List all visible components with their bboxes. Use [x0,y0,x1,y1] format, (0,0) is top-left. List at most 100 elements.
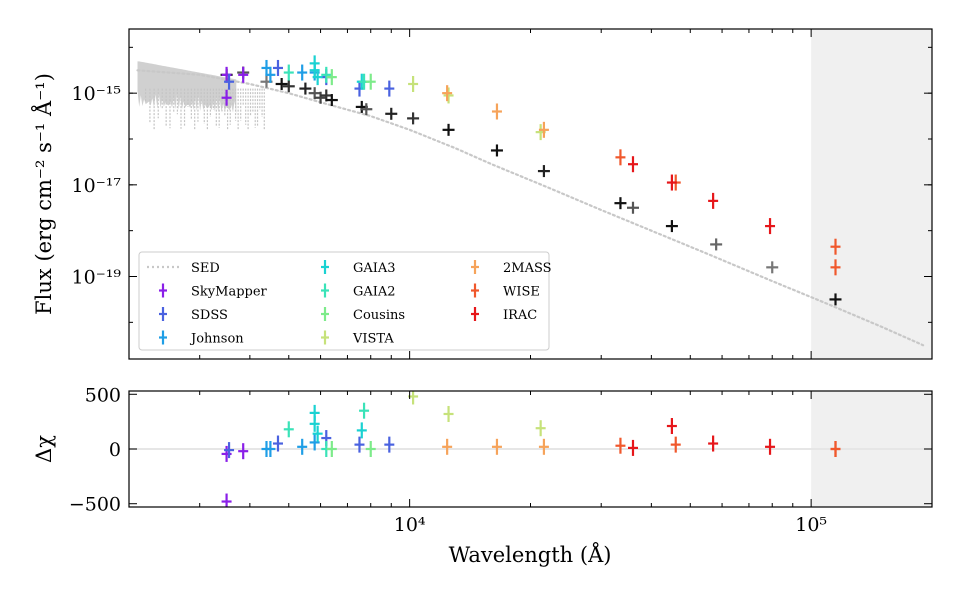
bottom-y-tick-label: 500 [85,384,121,406]
top-shaded-region [811,29,932,359]
legend-marker [321,330,329,345]
flux-point-gaia2 [321,66,332,83]
model-point [829,293,842,306]
flux-point-irac [666,174,677,191]
legend-label: GAIA2 [353,285,396,300]
flux-point-skymapper [238,66,249,83]
legend-entry-2mass: 2MASS [471,260,552,276]
model-point [614,197,627,210]
flux-point-johnson [265,66,276,83]
model-point [665,220,678,233]
legend-entry-sdss: SDSS [159,307,228,323]
legend-marker [321,283,329,298]
residual-point-sdss [384,436,395,453]
legend-label: Johnson [189,332,244,347]
residual-point-wise [830,441,841,457]
flux-point-2mass [491,103,502,120]
top-y-tick-label: 10⁻¹⁹ [72,267,122,289]
residual-point-irac [765,438,776,455]
flux-point-sdss [224,73,235,90]
residual-point-cousins [326,441,337,457]
legend-entry-wise: WISE [471,283,540,300]
residual-point-johnson [265,441,276,457]
legend: SED SkyMapper SDSS Johnson GAIA3 GAIA2 Cousins… [138,251,552,351]
residual-point-gaia2 [283,421,294,438]
flux-point-cousins [326,69,337,86]
sed-layer [136,61,925,347]
model-point [299,82,312,95]
residual-point-2mass [491,438,502,455]
residual-point-irac [708,435,719,452]
model-point [282,80,295,93]
residual-point-vista [443,405,454,422]
flux-point-cousins [365,73,376,90]
sed-curve [136,69,925,347]
residual-point-irac [666,418,677,435]
legend-marker [159,307,167,321]
residual-point-gaia3 [309,415,320,432]
legend-label: IRAC [503,308,537,323]
legend-label: 2MASS [503,261,552,276]
legend-marker [159,330,167,345]
model-point [710,238,723,251]
bottom-y-tick-label: 0 [109,439,121,461]
x-tick-label: 10⁵ [795,514,827,536]
legend-entry-johnson: Johnson [159,330,244,347]
bottom-y-tick-label: −500 [69,494,121,516]
axis-ticks: 10⁴ 10⁵ 10⁻¹⁵ 10⁻¹⁷ 10⁻¹⁹ 500 0 −500 [69,29,932,536]
legend-label: SED [191,261,220,276]
model-point [360,103,373,116]
flux-point-irac [765,218,776,235]
flux-point-wise [830,259,841,276]
flux-point-johnson [297,64,308,81]
legend-marker [471,260,479,274]
residual-point-johnson [297,438,308,455]
legend-label: SkyMapper [191,285,268,300]
residual-point-johnson [309,434,320,451]
top-y-tick-label: 10⁻¹⁵ [72,83,121,105]
model-point [275,78,288,90]
legend-entry-cousins: Cousins [321,307,405,323]
legend-marker [471,283,479,298]
flux-point-irac [627,156,638,173]
model-point [490,144,503,157]
residual-point-cousins [365,441,376,457]
flux-point-wise [830,238,841,255]
flux-point-sdss [272,59,283,76]
flux-point-sdss [384,80,395,97]
legend-label: SDSS [191,308,228,323]
residual-point-sdss [224,442,235,459]
residual-point-wise [615,437,626,454]
legend-entry-sed: SED [147,261,220,276]
legend-box [138,251,550,351]
residual-point-sdss [354,436,365,453]
residual-point-skymapper [238,443,249,460]
legend-marker [471,307,479,321]
legend-label: Cousins [353,308,405,323]
residual-point-2mass [442,438,453,455]
residual-point-2mass [538,438,549,455]
residual-point-vista [535,420,546,437]
flux-point-2mass [442,85,453,102]
flux-point-wise [615,149,626,166]
model-point [766,261,779,274]
flux-point-gaia3 [312,69,323,86]
top-y-tick-label: 10⁻¹⁷ [72,175,122,197]
model-point [626,201,639,214]
legend-marker [159,283,167,298]
legend-marker [321,307,329,321]
residual-point-wise [670,436,681,453]
model-point [314,91,327,104]
flux-point-2mass [538,121,549,138]
residual-point-gaia3 [356,422,367,439]
flux-points-layer [220,55,842,306]
residual-point-sdss [272,435,283,452]
legend-label: GAIA3 [353,261,396,276]
legend-entry-gaia3: GAIA3 [321,260,396,276]
legend-label: WISE [503,285,540,300]
flux-point-vista [443,87,454,104]
model-point [442,123,455,136]
flux-point-gaia2 [283,64,294,81]
model-point [385,107,398,120]
